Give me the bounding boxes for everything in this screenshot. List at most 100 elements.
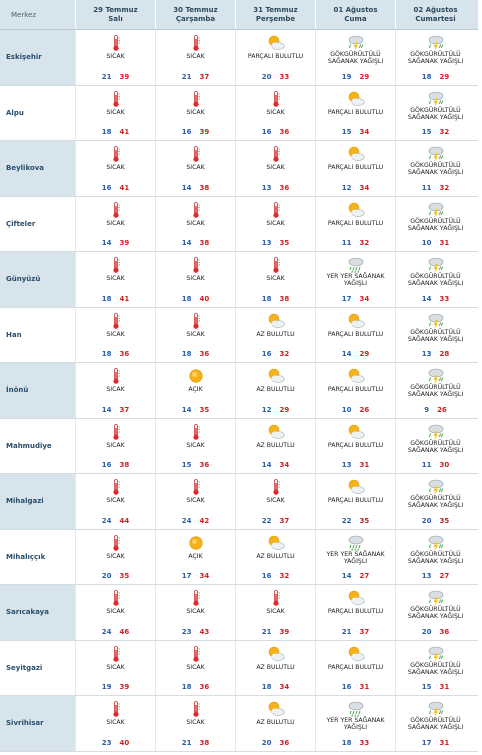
temperature-range: 24 44 [76, 517, 155, 525]
condition-text: GÖKGÜRÜLTÜLÜ SAĞANAK YAĞIŞLI [407, 439, 464, 454]
thermometer-icon [107, 34, 125, 52]
forecast-cell: SICAK 18 36 [155, 640, 235, 695]
condition-text: SICAK [106, 164, 125, 171]
thermometer-icon [107, 589, 125, 607]
condition-text: PARÇALI BULUTLU [327, 608, 384, 615]
temperature-range: 14 39 [76, 239, 155, 247]
min-temperature: 19 [101, 683, 112, 691]
max-temperature: 32 [439, 183, 450, 192]
max-temperature: 28 [439, 350, 450, 358]
condition-text: SICAK [186, 497, 205, 504]
partly-cloudy-icon [347, 589, 365, 607]
day-weekday: Salı [108, 14, 123, 23]
max-temperature: 38 [279, 294, 290, 303]
city-name-link[interactable]: Han [6, 330, 22, 339]
forecast-cell: SICAK 13 36 [235, 141, 315, 196]
condition-text: SICAK [106, 219, 125, 227]
temperature-range: 15 34 [316, 128, 395, 136]
forecast-cell: GÖKGÜRÜLTÜLÜ SAĞANAK YAĞIŞLI 9 26 [395, 363, 475, 418]
min-temperature: 21 [101, 72, 112, 81]
min-temperature: 17 [421, 738, 432, 747]
min-temperature: 11 [421, 183, 432, 192]
max-temperature: 34 [279, 683, 290, 691]
temperature-range: 20 36 [396, 628, 475, 636]
city-name-link[interactable]: İnönü [0, 363, 75, 418]
thermometer-icon [187, 478, 205, 496]
forecast-cell: GÖKGÜRÜLTÜLÜ SAĞANAK YAĞIŞLI 15 32 [395, 85, 475, 140]
min-temperature: 13 [261, 183, 272, 192]
max-temperature: 42 [199, 516, 210, 525]
partly-cloudy-icon [347, 367, 365, 385]
city-name-link[interactable]: Seyitgazi [6, 663, 43, 672]
max-temperature: 37 [279, 516, 290, 525]
rain-icon [347, 534, 365, 552]
temperature-range: 18 36 [156, 683, 235, 691]
min-temperature: 14 [341, 572, 352, 580]
forecast-cell: SICAK 16 36 [235, 85, 315, 140]
min-temperature: 14 [341, 350, 352, 358]
min-temperature: 23 [101, 738, 112, 747]
min-temperature: 19 [341, 72, 352, 81]
city-name-link[interactable]: Mahmudiye [6, 441, 52, 450]
condition-text: SICAK [186, 441, 205, 449]
city-name-link[interactable]: Eskişehir [0, 30, 75, 85]
min-temperature: 18 [101, 350, 112, 358]
thunderstorm-icon [427, 34, 445, 52]
min-temperature: 15 [421, 128, 432, 136]
partly-cloudy-icon [347, 312, 365, 330]
city-name-link[interactable]: Günyüzü [0, 252, 75, 307]
table-row: Alpu SICAK 18 41 SICAK 16 39 SICAK 16 36 PARÇALI B… [0, 85, 478, 141]
forecast-cell: SICAK 16 39 [155, 85, 235, 140]
forecast-cell: SICAK 21 39 [235, 585, 315, 640]
city-name-link[interactable]: Sarıcakaya [0, 585, 75, 640]
forecast-cell: GÖKGÜRÜLTÜLÜ SAĞANAK YAĞIŞLI 10 31 [395, 196, 475, 251]
min-temperature: 9 [424, 405, 430, 414]
forecast-cell: SICAK 21 37 [155, 30, 235, 85]
max-temperature: 32 [279, 350, 290, 358]
condition-text: AÇIK [188, 386, 203, 393]
max-temperature: 39 [279, 627, 290, 636]
city-name-link[interactable]: Mihalgazi [0, 474, 75, 529]
temperature-range: 13 31 [316, 461, 395, 469]
forecast-cell: SICAK 14 38 [155, 196, 235, 251]
thunderstorm-icon [427, 534, 445, 552]
city-name-link[interactable]: Sivrihisar [0, 696, 75, 751]
thunderstorm-icon [427, 90, 445, 108]
forecast-cell: SICAK 16 38 [75, 418, 155, 473]
table-row: İnönü SICAK 14 37 AÇIK 14 35 AZ BULUTLU 12 29 PARÇ… [0, 363, 478, 419]
max-temperature: 33 [279, 72, 290, 81]
max-temperature: 38 [199, 239, 210, 247]
temperature-range: 21 37 [156, 73, 235, 81]
city-name-link[interactable]: Alpu [6, 108, 24, 117]
city-name-link[interactable]: Mihalıççık [6, 552, 46, 561]
table-row: Han SICAK 18 36 SICAK 18 36 AZ BULUTLU 16 32 PARÇA… [0, 307, 478, 363]
thermometer-icon [267, 90, 285, 108]
max-temperature: 34 [199, 572, 210, 580]
min-temperature: 13 [341, 461, 352, 469]
day-date: 29 Temmuz [93, 5, 138, 14]
min-temperature: 14 [181, 405, 192, 414]
max-temperature: 39 [119, 72, 130, 81]
min-temperature: 12 [261, 405, 272, 414]
max-temperature: 29 [359, 350, 370, 358]
min-temperature: 10 [341, 405, 352, 414]
temperature-range: 14 27 [316, 572, 395, 580]
condition-text: AZ BULUTLU [256, 386, 295, 393]
table-row: Mihalıççık SICAK 20 35 AÇIK 17 34 AZ BULUTLU 16 3… [0, 529, 478, 585]
partly-cloudy-icon [267, 34, 285, 52]
condition-text: PARÇALI BULUTLU [247, 53, 304, 60]
temperature-range: 23 40 [76, 739, 155, 747]
partly-cloudy-icon [267, 534, 285, 552]
condition-text: SICAK [186, 53, 205, 60]
thermometer-icon [187, 256, 205, 274]
min-temperature: 17 [181, 572, 192, 580]
thermometer-icon [107, 312, 125, 330]
table-row: Eskişehir SICAK 21 39 SICAK 21 37 PARÇALI BULUT… [0, 30, 478, 86]
condition-text: SICAK [106, 497, 125, 504]
table-row: Günyüzü SICAK 18 41 SICAK 18 40 SICAK 18 38 YER YE… [0, 252, 478, 308]
temperature-range: 14 38 [156, 239, 235, 247]
min-temperature: 14 [101, 239, 112, 247]
city-name-link[interactable]: Beylikova [0, 141, 75, 196]
max-temperature: 34 [359, 294, 370, 303]
city-name-link[interactable]: Çifteler [6, 219, 36, 228]
